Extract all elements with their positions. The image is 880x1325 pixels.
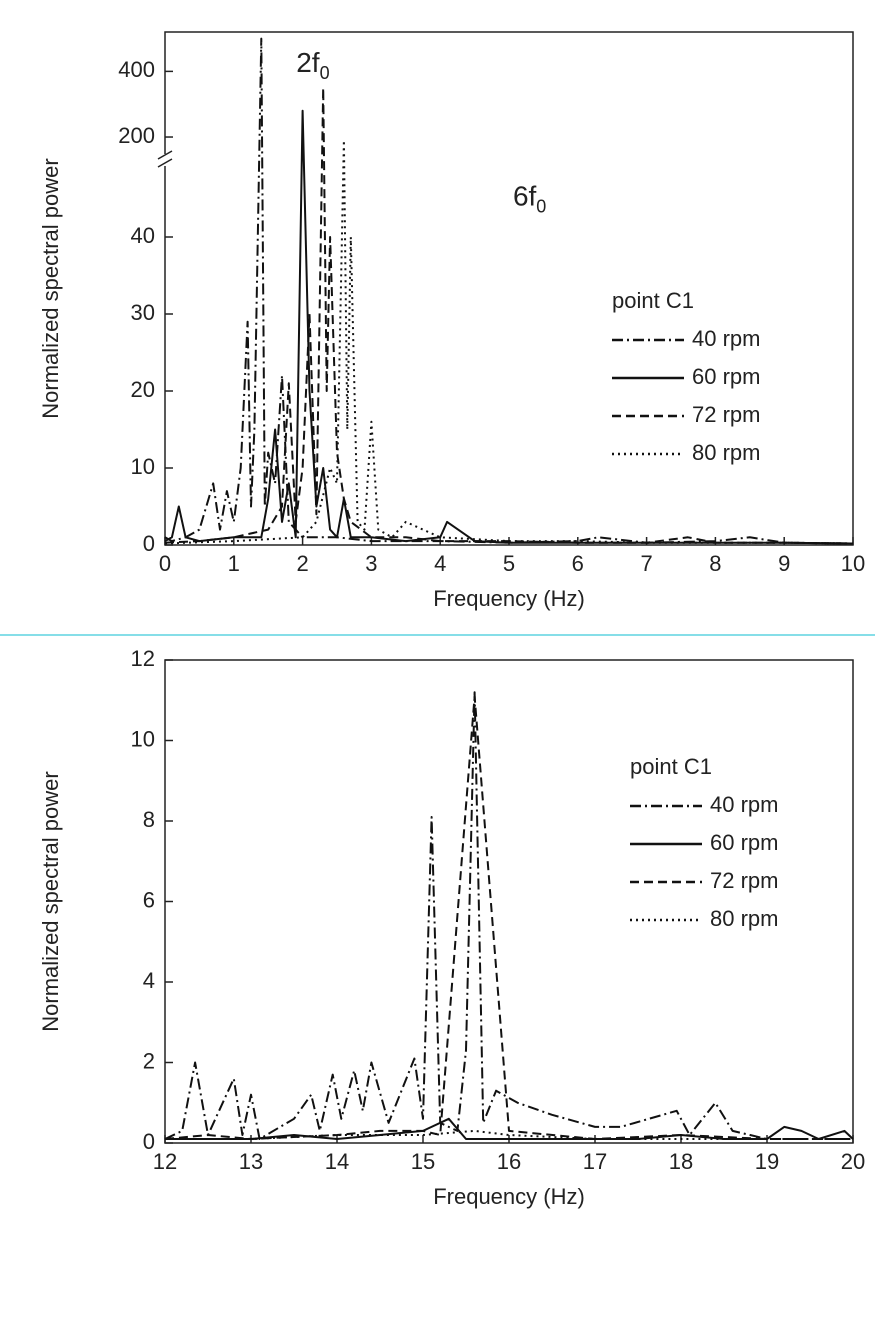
legend-label: 40 rpm [710, 792, 778, 817]
y-tick-label: 0 [143, 1129, 155, 1154]
legend-label: 80 rpm [710, 906, 778, 931]
x-tick-label: 5 [503, 551, 515, 576]
y-tick-label: 10 [131, 726, 155, 751]
x-tick-label: 2 [296, 551, 308, 576]
x-tick-label: 4 [434, 551, 446, 576]
x-tick-label: 3 [365, 551, 377, 576]
y-tick-label: 10 [131, 454, 155, 479]
x-tick-label: 0 [159, 551, 171, 576]
x-tick-label: 12 [153, 1149, 177, 1174]
annotation: 6f0 [513, 181, 546, 216]
x-tick-label: 10 [841, 551, 865, 576]
series-line [164, 691, 853, 1140]
plot-frame [164, 659, 854, 1144]
series-line [164, 86, 854, 545]
annotation-text: 2f [296, 47, 320, 78]
legend-label: 60 rpm [692, 364, 760, 389]
annotation-subscript: 0 [320, 63, 330, 83]
y-tick-label: 40 [131, 223, 155, 248]
x-tick-label: 8 [709, 551, 721, 576]
x-tick-label: 9 [778, 551, 790, 576]
x-tick-label: 19 [755, 1149, 779, 1174]
x-axis-label: Frequency (Hz) [433, 1184, 585, 1209]
y-tick-label: 6 [143, 887, 155, 912]
y-tick-label: 2 [143, 1048, 155, 1073]
x-tick-label: 14 [325, 1149, 349, 1174]
y-axis-label: Normalized spectral power [38, 771, 63, 1031]
y-tick-label: 400 [118, 57, 155, 82]
y-tick-label: 12 [131, 646, 155, 671]
x-tick-label: 17 [583, 1149, 607, 1174]
y-tick-label: 0 [143, 531, 155, 556]
series-line [164, 139, 854, 545]
series-line [165, 1129, 853, 1140]
legend-label: 40 rpm [692, 326, 760, 351]
annotation-subscript: 0 [536, 196, 546, 216]
annotation: 2f0 [296, 47, 329, 82]
y-tick-label: 200 [118, 123, 155, 148]
legend-label: 72 rpm [710, 868, 778, 893]
legend-title: point C1 [630, 754, 712, 779]
series-line [164, 109, 854, 545]
x-tick-label: 7 [640, 551, 652, 576]
legend-label: 60 rpm [710, 830, 778, 855]
x-tick-label: 6 [572, 551, 584, 576]
y-tick-label: 4 [143, 968, 155, 993]
legend-label: 80 rpm [692, 440, 760, 465]
x-tick-label: 1 [228, 551, 240, 576]
axis-break [157, 158, 173, 168]
x-tick-label: 18 [669, 1149, 693, 1174]
y-tick-label: 20 [131, 377, 155, 402]
x-axis-label: Frequency (Hz) [433, 586, 585, 611]
x-tick-label: 20 [841, 1149, 865, 1174]
x-tick-label: 15 [411, 1149, 435, 1174]
legend-label: 72 rpm [692, 402, 760, 427]
axis-break [157, 150, 173, 160]
y-axis-label: Normalized spectral power [38, 158, 63, 418]
y-tick-label: 30 [131, 300, 155, 325]
x-tick-label: 13 [239, 1149, 263, 1174]
series-line [164, 37, 854, 545]
annotation-text: 6f [513, 181, 537, 212]
y-tick-label: 8 [143, 807, 155, 832]
legend-title: point C1 [612, 288, 694, 313]
x-tick-label: 16 [497, 1149, 521, 1174]
